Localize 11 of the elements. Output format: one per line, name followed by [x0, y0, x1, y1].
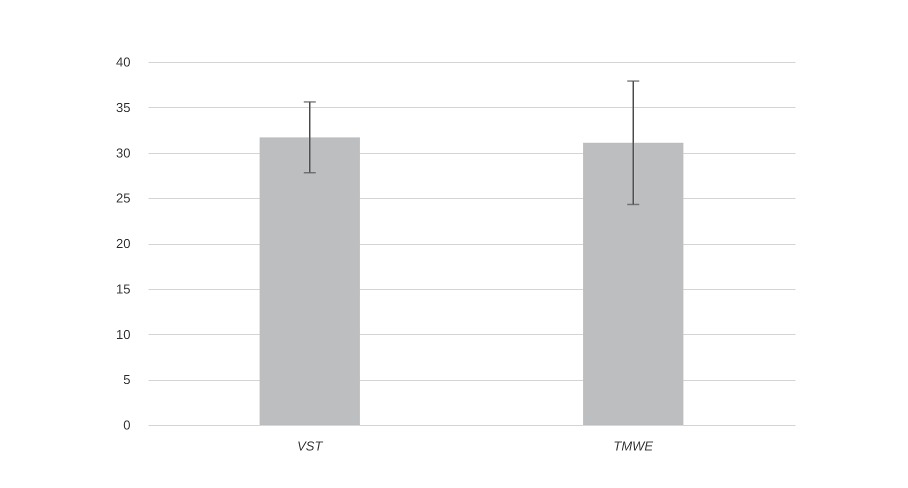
y-tick-label: 0 — [123, 418, 130, 432]
y-tick-label: 10 — [116, 326, 130, 342]
x-tick-label: TMWE — [613, 438, 654, 454]
y-tick-label: 20 — [116, 236, 130, 251]
y-tick-label: 5 — [123, 372, 130, 388]
x-tick-label: VST — [297, 438, 324, 454]
y-tick-label: 40 — [116, 54, 130, 70]
y-tick-label: 25 — [116, 190, 130, 206]
y-tick-label: 30 — [116, 145, 130, 160]
y-tick-label: 15 — [116, 281, 130, 296]
y-tick-label: 35 — [116, 100, 130, 115]
